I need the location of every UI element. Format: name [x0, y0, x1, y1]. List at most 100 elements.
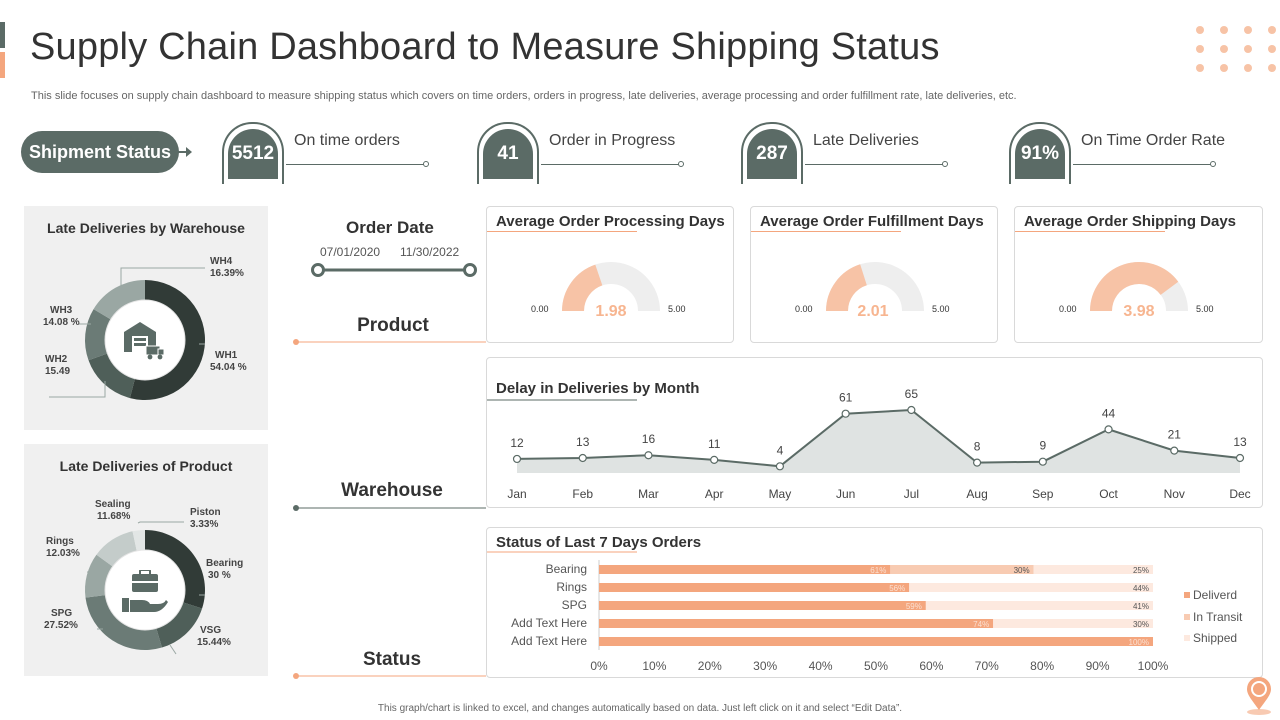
x-tick-label: Jun	[836, 487, 855, 501]
leader-line	[49, 381, 106, 398]
delay-area-chart: 12 Jan 13 Feb 16 Mar 11 Apr 4 May 61 Jun 65 Jul 8 Aug 9 S…	[487, 387, 1251, 501]
data-label: 21	[1168, 428, 1182, 442]
kpi-frame	[477, 122, 539, 184]
decorative-dot	[1196, 45, 1204, 53]
accent-bar	[0, 22, 5, 48]
gauge-min: 0.00	[531, 304, 549, 314]
kpi-connector	[1073, 164, 1211, 165]
bar-segment	[890, 565, 1034, 574]
data-label: 12	[510, 436, 524, 450]
legend-shipped: Shipped	[1193, 631, 1238, 645]
data-point	[578, 453, 587, 463]
x-tick-label: Mar	[638, 487, 659, 501]
slice-label-wh1: WH1 54.04 %	[210, 350, 247, 373]
date-slider-start-handle[interactable]	[311, 263, 325, 277]
segment-label: 30%	[1133, 620, 1149, 629]
x-tick-label: Oct	[1099, 487, 1118, 501]
status-filter-label[interactable]: Status	[362, 649, 422, 670]
data-label: 61	[839, 391, 853, 405]
y-tick-label: Rings	[556, 580, 587, 594]
data-point	[644, 451, 653, 460]
gauge-chart	[1090, 262, 1188, 312]
slice-label-rings: Rings 12.03%	[46, 536, 80, 559]
segment-label: 41%	[1133, 602, 1149, 611]
decorative-dot	[1268, 26, 1276, 34]
kpi-frame	[741, 122, 803, 184]
gauge-fill	[1090, 262, 1179, 312]
data-point	[841, 409, 850, 418]
kpi-connector-dot	[942, 161, 948, 167]
warehouse-icon	[124, 322, 165, 360]
arrow-right-icon	[178, 147, 192, 157]
decorative-dot-grid	[1196, 26, 1280, 76]
data-label: 16	[642, 432, 656, 446]
slice-label-spg: SPG 27.52%	[44, 608, 78, 631]
date-slider-end-handle[interactable]	[463, 263, 477, 277]
kpi-connector-dot	[423, 161, 429, 167]
title-underline	[487, 231, 637, 232]
slice-label-wh2: WH2 15.49	[45, 354, 71, 377]
segment-label: 61%	[870, 566, 886, 575]
data-point	[512, 454, 522, 464]
y-tick-label: SPG	[562, 598, 587, 612]
data-point	[1235, 453, 1245, 463]
bar-segment	[599, 619, 994, 628]
product-filter-label[interactable]: Product	[357, 315, 429, 336]
kpi-late-deliveries: 287 Late Deliveries	[741, 122, 961, 184]
chart-title: Average Order Processing Days	[496, 213, 725, 230]
gauge-max: 5.00	[1196, 304, 1214, 314]
delay-chart-card: Delay in Deliveries by Month 12 Jan 13 Feb 1…	[486, 357, 1263, 508]
kpi-label: Order in Progress	[549, 132, 676, 149]
segment-label: 59%	[906, 602, 922, 611]
donut-slice-rings	[85, 554, 113, 598]
data-label: 9	[1039, 439, 1046, 453]
product-panel: Late Deliveries of Product Piston 3.33% S…	[24, 444, 268, 676]
x-tick-label: May	[769, 487, 792, 501]
donut-slice-piston	[132, 530, 145, 551]
chart-title: Status of Last 7 Days Orders	[496, 534, 702, 551]
x-tick-label: 90%	[1086, 659, 1110, 673]
gauge-chart	[826, 262, 924, 312]
x-tick-label: 20%	[698, 659, 722, 673]
legend-swatch	[1184, 614, 1190, 620]
slice-label-wh3: WH3 14.08 %	[43, 305, 80, 328]
x-tick-label: Aug	[966, 487, 987, 501]
date-range-slider[interactable]	[310, 262, 480, 278]
kpi-connector-dot	[678, 161, 684, 167]
data-point	[1170, 446, 1179, 455]
data-point	[1038, 457, 1047, 466]
x-tick-label: Jul	[904, 487, 919, 501]
status-filter-line	[293, 673, 486, 679]
data-label: 65	[905, 387, 919, 401]
data-label: 8	[974, 440, 981, 454]
x-tick-label: 100%	[1138, 659, 1169, 673]
bar-segment	[599, 583, 910, 592]
donut-slice-sealing	[96, 531, 137, 567]
x-tick-label: Nov	[1164, 487, 1185, 501]
delivery-hand-icon	[122, 570, 168, 612]
warehouse-filter-line	[293, 505, 486, 511]
warehouse-filter-label[interactable]: Warehouse	[341, 480, 443, 501]
location-pin-icon[interactable]	[1243, 676, 1275, 716]
decorative-dot	[1220, 45, 1228, 53]
chart-title: Average Order Shipping Days	[1024, 213, 1237, 230]
data-point	[1104, 425, 1113, 434]
data-label: 44	[1102, 406, 1116, 420]
x-tick-label: 0%	[590, 659, 608, 673]
x-tick-label: Sep	[1032, 487, 1054, 501]
kpi-connector	[541, 164, 679, 165]
x-tick-label: 40%	[809, 659, 833, 673]
donut-slice-vsg	[156, 602, 203, 648]
gauge-card-fulfillment: Average Order Fulfillment Days 0.00 5.00…	[750, 206, 998, 343]
y-tick-label: Add Text Here	[511, 634, 587, 648]
bar-segment	[1033, 565, 1153, 574]
slice-label-bearing: Bearing 30 %	[206, 558, 244, 581]
gauge-value: 2.01	[857, 303, 889, 320]
legend-in-transit: In Transit	[1193, 610, 1243, 624]
title-underline	[1015, 231, 1165, 232]
segment-label: 100%	[1129, 638, 1149, 647]
gauge-card-shipping: Average Order Shipping Days 0.00 5.00 3.…	[1014, 206, 1263, 343]
slice-label-sealing: Sealing 11.68%	[95, 499, 131, 522]
status-bar-chart: Bearing 61% 30% 25% Rings 56% 44% SPG 59% 41% Add …	[487, 551, 1169, 673]
x-tick-label: 10%	[642, 659, 666, 673]
